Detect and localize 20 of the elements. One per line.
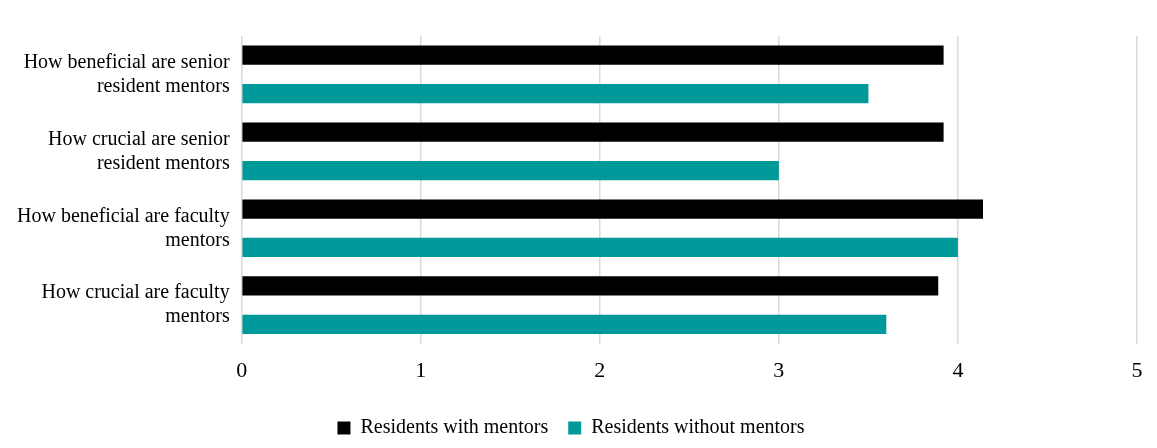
x-tick-label: 3 bbox=[773, 356, 785, 382]
x-tick-label: 2 bbox=[594, 356, 606, 382]
bar bbox=[242, 199, 983, 219]
bar bbox=[242, 237, 958, 258]
legend-label: Residents with mentors bbox=[360, 415, 549, 438]
bar bbox=[242, 84, 869, 104]
y-tick-label: How crucial are senior resident mentors bbox=[48, 126, 230, 173]
x-tick-label: 5 bbox=[1131, 356, 1143, 382]
legend-label: Residents without mentors bbox=[591, 415, 805, 438]
x-tick-label: 4 bbox=[952, 356, 964, 382]
bar bbox=[242, 276, 939, 296]
bar bbox=[242, 122, 944, 142]
bar bbox=[242, 314, 887, 334]
x-tick-label: 1 bbox=[415, 356, 427, 382]
y-tick-label: How beneficial are faculty mentors bbox=[16, 203, 230, 250]
y-tick-label: How crucial are faculty mentors bbox=[41, 280, 230, 327]
x-tick-label: 0 bbox=[236, 356, 248, 382]
bar bbox=[242, 160, 779, 181]
y-tick-label: How beneficial are senior resident mentors bbox=[23, 49, 231, 96]
bar bbox=[242, 45, 944, 65]
